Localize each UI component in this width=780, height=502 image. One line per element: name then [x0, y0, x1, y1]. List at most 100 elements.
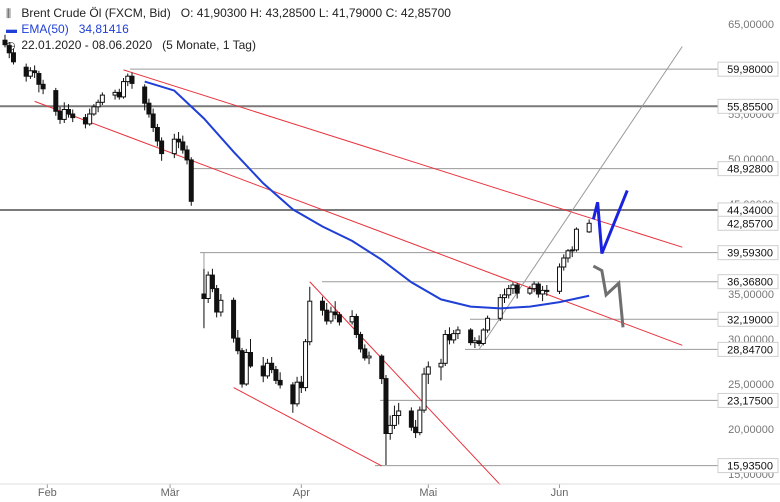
price-tag-label: 28,84700 — [727, 344, 773, 356]
candle-body — [557, 266, 563, 292]
candle — [180, 135, 186, 154]
candle — [70, 109, 76, 123]
candle-body — [307, 300, 313, 343]
candle — [243, 348, 249, 386]
candle-body — [290, 384, 296, 405]
price-tag-box — [717, 245, 779, 261]
candle-body — [573, 228, 579, 251]
candle — [501, 288, 507, 303]
candlestick-icon: ⫼ — [6, 8, 12, 20]
candle-body — [57, 110, 63, 120]
candle — [425, 361, 431, 384]
candle — [188, 157, 194, 206]
candle — [319, 296, 325, 316]
candle-body — [159, 140, 165, 155]
date-range: 22.01.2020 - 08.06.2020 — [21, 38, 153, 52]
candle-body — [112, 91, 118, 96]
ema-line-icon: ▬ — [6, 24, 17, 36]
chart-header-title-row: ⫼ Brent Crude Öl (FXCM, Bid) O: 41,90300… — [6, 6, 451, 21]
candle-body — [527, 288, 533, 294]
price-tag-label: 15,93500 — [727, 461, 773, 473]
candle — [408, 407, 414, 431]
x-tick-label: Mär — [161, 487, 180, 499]
candle-body — [480, 329, 486, 344]
candle-body — [349, 316, 355, 323]
price-tag-label: 48,92800 — [727, 164, 773, 176]
candle-body — [324, 309, 330, 322]
candle-body — [248, 352, 254, 367]
candle-body — [442, 334, 448, 364]
candle-body — [214, 288, 220, 313]
candle — [362, 344, 368, 361]
candle-body — [150, 113, 156, 128]
candle-body — [218, 299, 224, 313]
candle-body — [303, 341, 309, 389]
candle-body — [95, 101, 101, 108]
candle — [294, 376, 300, 407]
candle — [328, 306, 334, 324]
price-tag: 15,93500 — [717, 458, 779, 474]
candle-body — [125, 75, 131, 83]
candle-body — [40, 83, 46, 90]
candle — [506, 285, 512, 299]
candle — [205, 271, 211, 303]
candle — [239, 348, 245, 388]
candle — [112, 89, 118, 100]
candle — [53, 87, 59, 116]
candle-body — [70, 113, 76, 119]
candle-body — [61, 109, 67, 120]
candle — [116, 88, 122, 100]
candle-body — [455, 329, 461, 335]
candle — [307, 286, 313, 346]
candle-body — [421, 373, 427, 411]
candle-body — [294, 381, 300, 405]
candle — [201, 268, 207, 329]
candle-body — [243, 352, 249, 385]
candle-body — [336, 314, 342, 323]
candle-body — [387, 424, 393, 434]
candle — [65, 104, 71, 118]
y-tick-label: 20,00000 — [728, 424, 774, 436]
candle-body — [514, 284, 520, 294]
ema-label: EMA(50) — [21, 22, 69, 36]
candle-body — [269, 362, 275, 371]
price-tag-box — [717, 61, 779, 77]
candle-body — [32, 70, 38, 74]
candle — [235, 330, 241, 355]
candle — [336, 312, 342, 326]
candle-body — [451, 333, 457, 341]
candle — [480, 328, 486, 346]
candle-body — [231, 299, 237, 339]
candle-body — [510, 284, 516, 290]
candle — [561, 254, 567, 271]
candle-body — [569, 249, 575, 252]
candle — [231, 297, 237, 343]
candle-body — [142, 86, 148, 104]
candle-body — [362, 348, 368, 359]
candle — [358, 331, 364, 353]
candle — [573, 227, 579, 252]
trendline — [34, 100, 683, 346]
candle — [209, 268, 215, 293]
price-tag-box — [717, 215, 779, 231]
price-tag: 39,59300 — [717, 245, 779, 261]
candle — [565, 249, 571, 263]
candle — [176, 132, 182, 149]
candle — [184, 145, 190, 165]
candle — [557, 263, 563, 294]
candle — [269, 357, 275, 374]
candle — [387, 415, 393, 440]
price-tag-box — [717, 274, 779, 290]
candle-body — [319, 300, 325, 311]
candle-body — [438, 362, 444, 368]
candle-body — [366, 355, 372, 359]
candle — [417, 406, 423, 436]
candle — [260, 357, 266, 383]
x-tick-label: Apr — [293, 487, 310, 499]
candle-body — [82, 117, 88, 125]
candle — [125, 73, 131, 87]
candle-body — [476, 340, 482, 344]
candle — [413, 420, 419, 438]
candle — [10, 48, 16, 65]
